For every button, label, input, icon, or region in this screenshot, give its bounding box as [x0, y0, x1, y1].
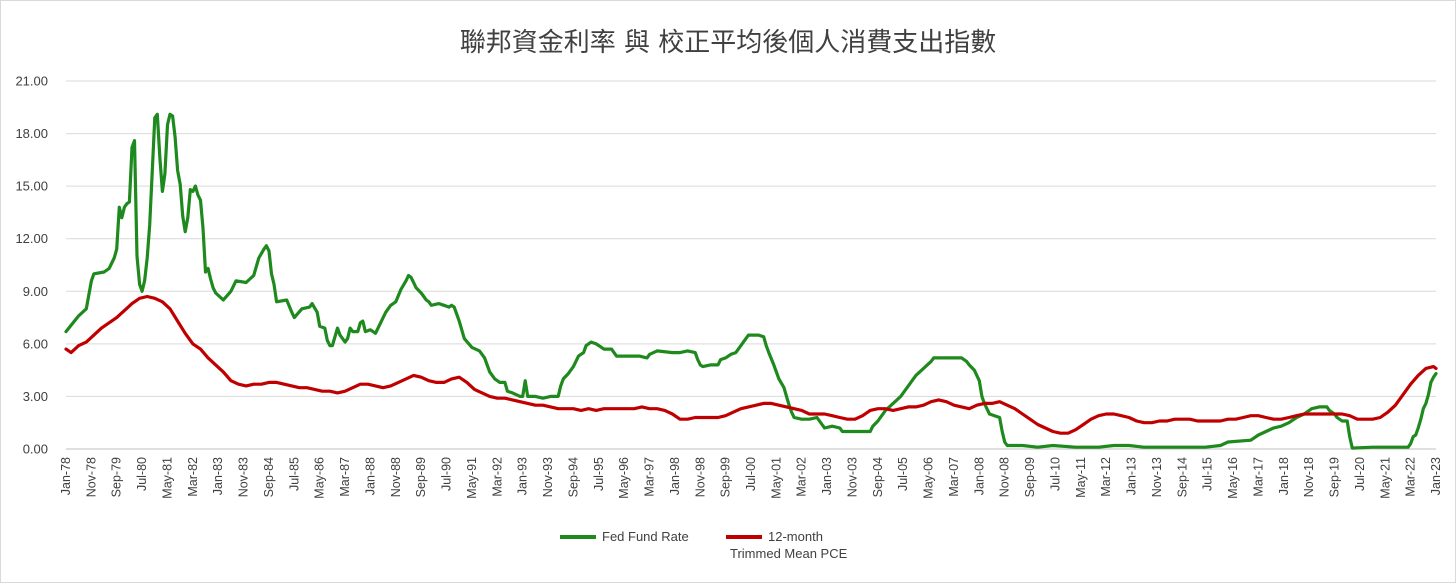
y-tick-label: 0.00	[23, 442, 48, 457]
x-tick-label: May-81	[160, 457, 174, 499]
x-tick-label: Nov-13	[1150, 457, 1164, 497]
x-tick-label: Sep-14	[1175, 457, 1189, 497]
x-tick-label: Jul-05	[896, 457, 910, 491]
x-tick-label: May-21	[1378, 457, 1392, 499]
x-tick-label: Jan-78	[59, 457, 73, 495]
series-line-1	[64, 294, 1438, 435]
x-tick-label: May-16	[1226, 457, 1240, 499]
x-tick-label: May-96	[617, 457, 631, 499]
x-tick-label: Sep-79	[110, 457, 124, 497]
x-tick-label: Sep-84	[262, 457, 276, 497]
x-tick-label: Nov-78	[84, 457, 98, 497]
x-tick-label: Jan-18	[1277, 457, 1291, 495]
x-tick-label: Jan-23	[1429, 457, 1443, 495]
y-tick-label: 15.00	[15, 179, 48, 194]
legend-swatch-trimmed-mean-pce	[726, 535, 762, 539]
x-tick-label: Jul-15	[1201, 457, 1215, 491]
x-tick-label: Sep-99	[719, 457, 733, 497]
x-tick-label: Jul-20	[1353, 457, 1367, 491]
x-tick-label: Mar-12	[1099, 457, 1113, 497]
x-tick-label: Jan-98	[668, 457, 682, 495]
x-tick-label: Jul-90	[440, 457, 454, 491]
x-tick-label: Sep-09	[1023, 457, 1037, 497]
x-tick-label: Jul-85	[287, 457, 301, 491]
x-tick-label: May-86	[313, 457, 327, 499]
x-tick-label: Nov-98	[693, 457, 707, 497]
chart-title: 聯邦資金利率 與 校正平均後個人消費支出指數	[459, 28, 997, 58]
x-tick-label: Sep-89	[414, 457, 428, 497]
legend-swatch-fed-fund-rate	[560, 535, 596, 539]
x-tick-label: Mar-92	[490, 457, 504, 497]
y-tick-label: 9.00	[23, 284, 48, 299]
y-axis-tick-labels: 0.00 3.00 6.00 9.00 12.00 15.00 18.00 21.00	[15, 74, 48, 457]
y-tick-label: 18.00	[15, 126, 48, 141]
y-tick-label: 6.00	[23, 336, 48, 351]
x-tick-label: Jan-03	[820, 457, 834, 495]
legend-label-line: 12-month	[768, 529, 823, 544]
legend-label-trimmed-mean-pce: 12-month Trimmed Mean PCE	[730, 528, 847, 562]
x-tick-label: Mar-82	[186, 457, 200, 497]
legend-label-fed-fund-rate: Fed Fund Rate	[602, 529, 689, 544]
x-tick-label: Jan-08	[972, 457, 986, 495]
x-tick-label: Mar-17	[1251, 457, 1265, 497]
y-tick-label: 21.00	[15, 74, 48, 89]
x-tick-label: Mar-02	[795, 457, 809, 497]
x-tick-label: Nov-88	[389, 457, 403, 497]
x-tick-label: Mar-07	[947, 457, 961, 497]
x-tick-label: Mar-22	[1404, 457, 1418, 497]
x-tick-label: Jan-93	[516, 457, 530, 495]
series-lines	[64, 112, 1438, 450]
x-axis-tick-labels: Jan-78 Nov-78 Sep-79 Jul-80 May-81 Mar-82 Jan-…	[59, 457, 1443, 499]
x-tick-label: Nov-08	[998, 457, 1012, 497]
x-tick-label: Jan-13	[1125, 457, 1139, 495]
x-tick-label: Nov-83	[237, 457, 251, 497]
x-tick-label: Jan-88	[363, 457, 377, 495]
x-tick-label: May-91	[465, 457, 479, 499]
x-tick-label: Jul-80	[135, 457, 149, 491]
x-tick-label: Sep-19	[1328, 457, 1342, 497]
x-tick-label: Nov-93	[541, 457, 555, 497]
x-tick-label: May-01	[769, 457, 783, 499]
legend-label-line: Trimmed Mean PCE	[730, 546, 848, 561]
x-tick-label: Mar-97	[643, 457, 657, 497]
x-tick-label: May-11	[1074, 457, 1088, 498]
series-line-0	[64, 112, 1438, 450]
x-tick-label: Sep-04	[871, 457, 885, 497]
x-tick-label: May-06	[922, 457, 936, 499]
y-gridlines	[66, 80, 1436, 397]
x-tick-label: Jul-95	[592, 457, 606, 491]
x-tick-label: Mar-87	[338, 457, 352, 497]
x-tick-label: Nov-03	[845, 457, 859, 497]
x-tick-label: Nov-18	[1302, 457, 1316, 497]
y-tick-label: 3.00	[23, 389, 48, 404]
x-tick-label: Jul-00	[744, 457, 758, 491]
x-tick-label: Jan-83	[211, 457, 225, 495]
y-tick-label: 12.00	[15, 231, 48, 246]
x-tick-label: Jul-10	[1048, 457, 1062, 491]
x-tick-label: Sep-94	[566, 457, 580, 497]
